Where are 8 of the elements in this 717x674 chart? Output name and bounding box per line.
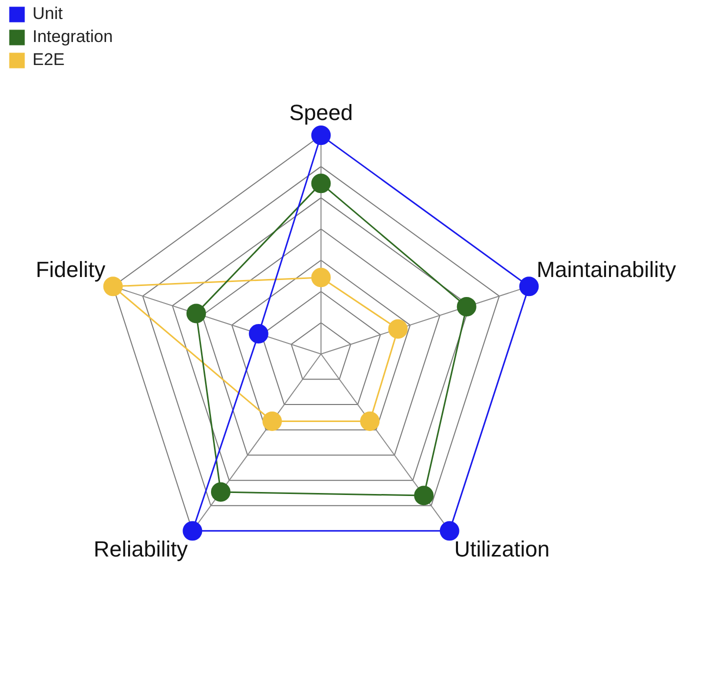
- legend-label: E2E: [32, 50, 65, 70]
- spoke-label: Speed: [289, 100, 353, 126]
- spoke-label: Fidelity: [36, 256, 106, 282]
- spoke-label: Reliability: [94, 536, 188, 562]
- legend-label: Unit: [32, 4, 64, 24]
- spoke-label: Utilization: [454, 536, 550, 562]
- legend-label: Integration: [32, 27, 113, 46]
- spoke-label: Maintainability: [536, 256, 676, 282]
